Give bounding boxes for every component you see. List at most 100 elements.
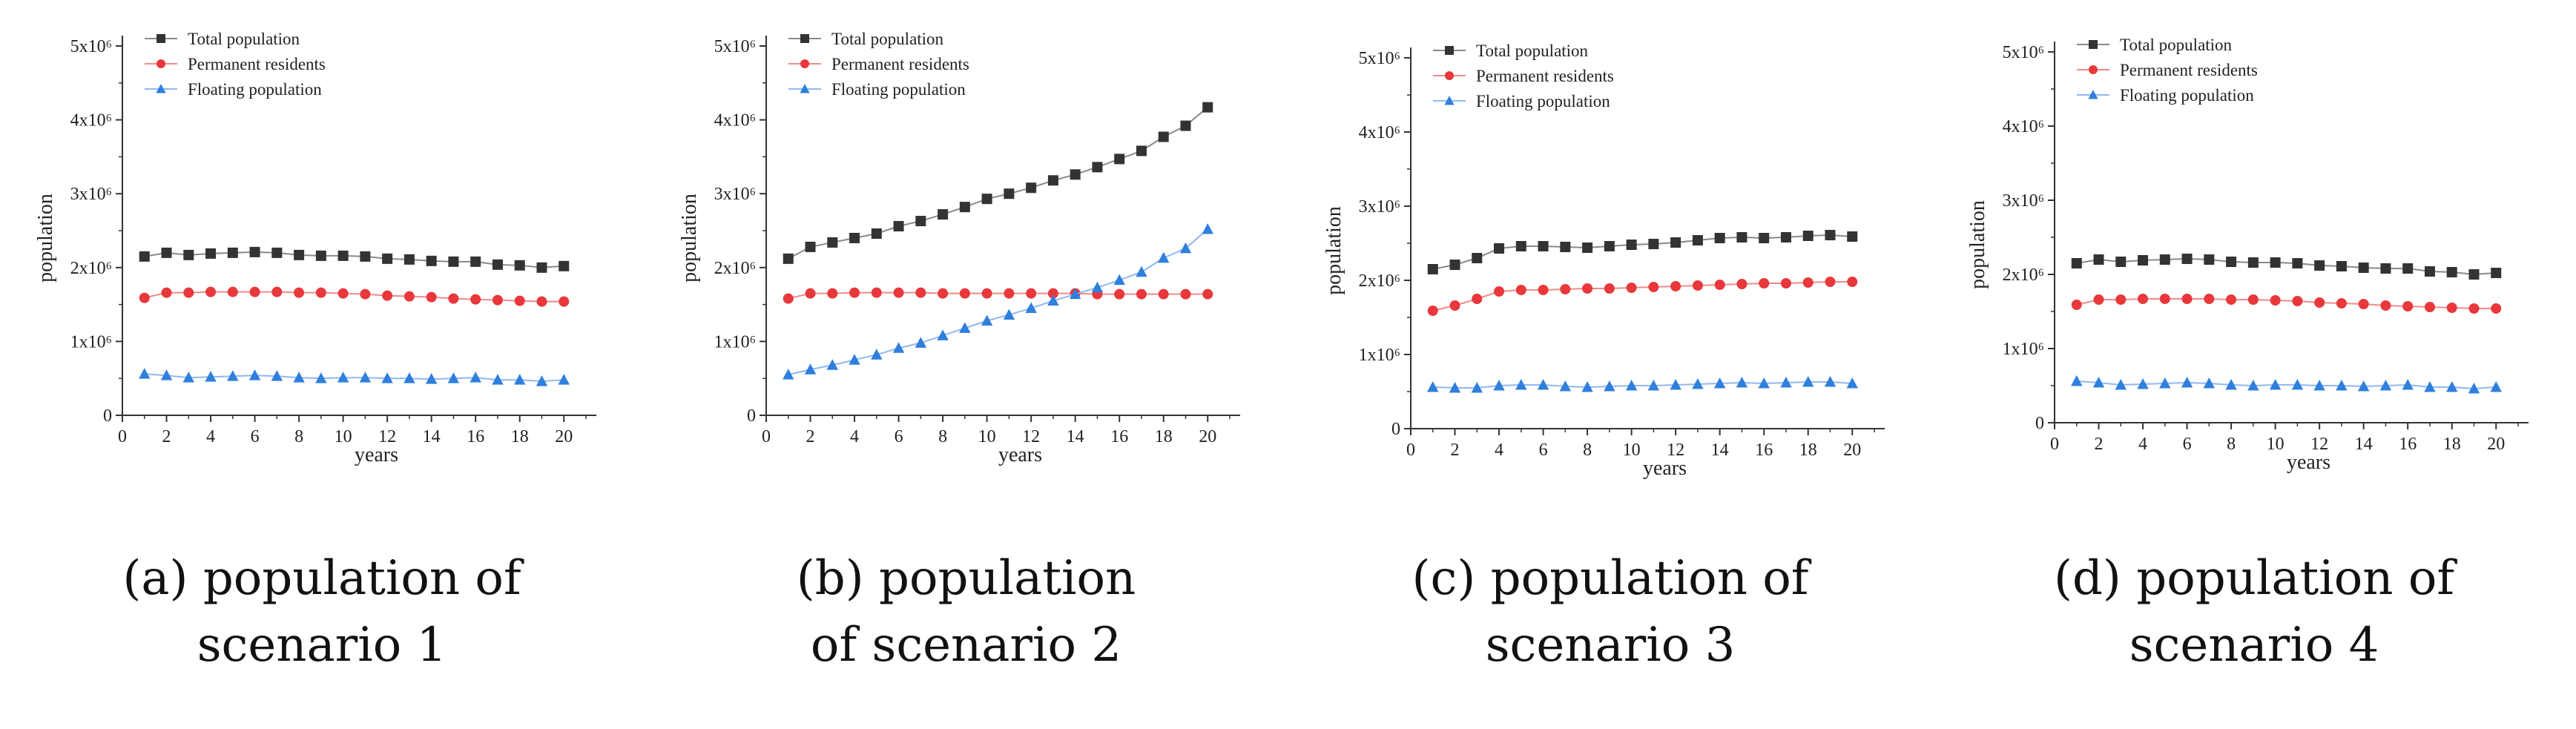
point-floating-c-8 [1581,380,1593,392]
series-floating-c [1427,375,1858,393]
caption-a-line-1: (a) population of [122,551,521,606]
point-total-b-10 [981,194,992,205]
point-floating-a-3 [182,372,194,383]
legend-marker-total-c [1445,46,1454,55]
chart-panel-a: 0 2 4 6 8 10 12 14 16 18 20 0 1x10⁶ 2x10⁶ 3x10⁶ 4x10⁶ 5x… [0,0,644,729]
x-tick-label-b-20: 20 [1199,427,1216,446]
point-floating-d-14 [2357,380,2370,392]
point-permanent-b-13 [1047,288,1058,299]
point-permanent-a-6 [249,286,260,297]
x-tick-label-a-10: 10 [335,427,352,446]
caption-d-line-2: scenario 4 [2129,618,2379,673]
x-tick-label-b-0: 0 [762,427,771,446]
point-floating-b-8 [937,329,949,340]
y-tick-label-d-2: 2x10⁶ [2003,265,2044,285]
point-permanent-d-10 [2270,295,2281,306]
point-total-b-14 [1070,169,1081,180]
point-permanent-d-2 [2093,294,2104,305]
chart-c: 0 2 4 6 8 10 12 14 16 18 20 0 1x10⁶ 2x10⁶ 3x10⁶ 4x10⁶ 5x… [1322,42,1885,480]
point-floating-b-17 [1136,265,1147,277]
point-total-d-20 [2491,268,2502,278]
point-total-b-5 [871,228,882,239]
point-permanent-c-5 [1515,285,1526,295]
point-total-d-11 [2292,258,2303,268]
y-tick-label-c-5: 5x10⁶ [1359,49,1400,68]
x-tick-label-a-16: 16 [467,427,484,446]
point-floating-d-11 [2291,378,2304,390]
y-tick-label-b-3: 3x10⁶ [714,185,756,204]
y-tick-label-b-0: 0 [747,406,756,426]
point-total-b-12 [1026,182,1037,194]
point-total-c-10 [1626,240,1637,250]
point-floating-d-8 [2225,378,2237,390]
point-total-d-6 [2181,254,2193,264]
point-permanent-a-18 [514,295,525,306]
x-tick-label-d-16: 16 [2399,435,2417,454]
legend-marker-total-a [157,34,165,43]
point-permanent-a-11 [360,288,371,300]
point-permanent-b-16 [1114,288,1125,300]
point-total-a-8 [294,249,305,260]
point-permanent-c-18 [1802,277,1814,288]
point-total-b-7 [915,216,926,227]
point-total-b-1 [783,253,794,264]
point-permanent-a-12 [382,290,393,301]
x-tick-label-b-10: 10 [978,427,996,446]
chart-panel-d: 0 2 4 6 8 10 12 14 16 18 20 0 1x10⁶ 2x10⁶ 3x10⁶ 4x10⁶ 5x… [1932,0,2576,729]
point-permanent-b-9 [959,288,970,299]
legend-label-total-a: Total population [188,30,300,48]
point-total-d-5 [2159,254,2170,265]
point-permanent-b-3 [827,288,838,299]
x-tick-label-d-10: 10 [2267,435,2285,454]
caption-b-line-1: (b) population [796,551,1136,606]
point-permanent-c-13 [1692,280,1703,291]
legend-label-total-b: Total population [831,30,944,48]
point-total-c-20 [1847,231,1858,242]
point-total-a-12 [382,253,393,264]
point-permanent-d-17 [2424,302,2435,312]
x-tick-label-d-4: 4 [2138,435,2147,454]
point-permanent-c-1 [1427,306,1438,316]
point-total-a-19 [536,262,547,273]
x-tick-label-b-14: 14 [1067,427,1084,446]
point-total-b-11 [1004,188,1015,199]
point-floating-a-14 [425,373,438,384]
point-floating-c-4 [1493,379,1505,391]
x-tick-label-d-2: 2 [2095,435,2104,454]
point-total-a-20 [559,260,570,271]
point-permanent-a-7 [271,286,283,297]
point-permanent-a-5 [227,286,238,297]
x-axis-title-a: years [355,443,398,466]
point-permanent-d-13 [2336,298,2347,309]
point-permanent-c-20 [1847,277,1858,287]
x-tick-label-d-18: 18 [2443,435,2461,454]
point-permanent-d-1 [2071,300,2082,310]
x-axis-title-d: years [2287,451,2330,474]
point-total-c-12 [1670,237,1681,248]
legend-b: Total population Permanent residents Float… [788,30,969,99]
point-total-c-9 [1604,241,1615,251]
y-tick-label-a-5: 5x10⁶ [70,37,112,56]
y-tick-label-a-1: 1x10⁶ [70,332,112,352]
point-permanent-a-15 [448,293,459,304]
point-permanent-d-11 [2292,296,2303,306]
point-total-a-4 [205,248,217,259]
point-floating-c-16 [1758,377,1770,389]
point-floating-b-5 [871,349,883,360]
point-floating-a-20 [558,374,570,385]
x-tick-label-a-0: 0 [118,427,127,446]
point-floating-d-7 [2203,377,2216,389]
point-total-c-2 [1449,260,1460,270]
legend-label-floating-b: Floating population [831,80,966,99]
point-floating-b-10 [981,314,993,326]
point-floating-c-14 [1713,377,1726,389]
point-permanent-d-8 [2226,294,2237,305]
point-total-a-11 [360,251,371,262]
legend-marker-permanent-a [157,59,165,68]
point-total-a-6 [249,246,260,257]
point-permanent-a-8 [294,287,305,298]
legend-label-floating-a: Floating population [188,80,322,99]
point-floating-b-16 [1113,274,1125,286]
point-total-c-16 [1759,233,1770,243]
point-total-c-14 [1714,233,1725,243]
